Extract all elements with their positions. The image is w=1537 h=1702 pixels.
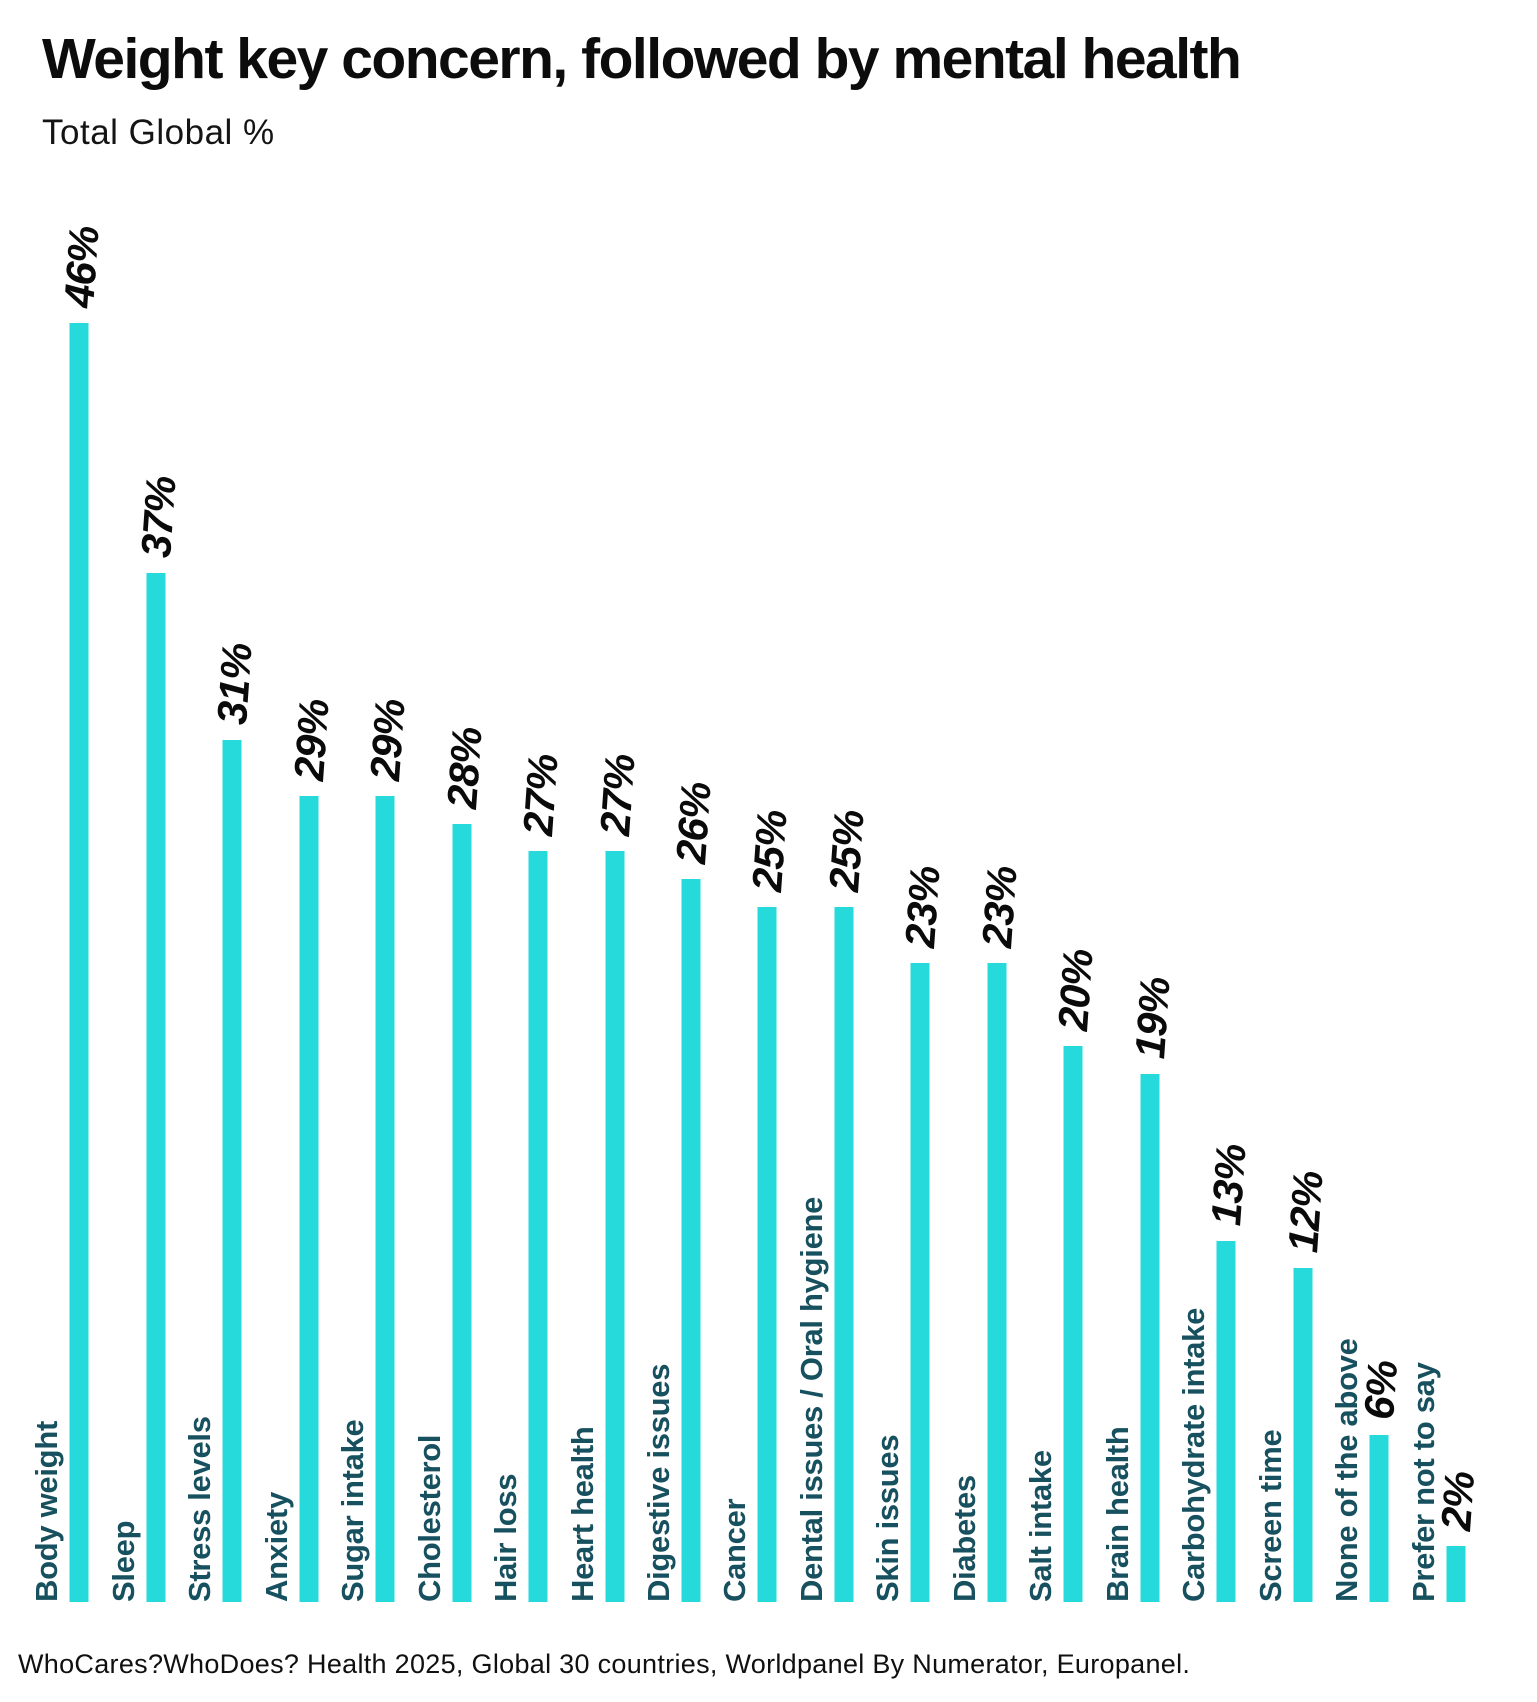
value-label: 2%: [1431, 1470, 1483, 1533]
bar-column: 12% Screen time: [1253, 190, 1341, 1602]
value-label: 26%: [667, 781, 720, 866]
value-label: 23%: [896, 864, 950, 949]
category-label: Cholesterol: [411, 1434, 447, 1602]
bar-column: 20% Salt intake: [1023, 190, 1111, 1602]
bar-column: 46% Body weight: [29, 190, 117, 1602]
value-label: 25%: [820, 808, 873, 894]
bar-columns: 46% Body weight 37% Sleep 31% Stress levels 29…: [0, 190, 1537, 1602]
bar-column: 27% Heart health: [565, 190, 652, 1602]
value-label: 29%: [361, 697, 414, 782]
category-label: Salt intake: [1023, 1450, 1059, 1602]
category-label: Cancer: [717, 1498, 753, 1602]
source-note: WhoCares?WhoDoes? Health 2025, Global 30…: [18, 1649, 1191, 1679]
bar: [69, 323, 89, 1602]
value-label: 20%: [1049, 947, 1102, 1033]
bar-column: 13% Carbohydrate intake: [1176, 190, 1264, 1602]
bar-column: 23% Skin issues: [870, 190, 958, 1602]
value-label: 19%: [1125, 975, 1179, 1060]
bar: [375, 795, 395, 1602]
bar-column: 29% Sugar intake: [335, 190, 423, 1602]
category-label: Stress levels: [182, 1416, 218, 1602]
bar: [910, 962, 930, 1602]
value-label: 25%: [743, 808, 797, 894]
category-label: None of the above: [1329, 1338, 1365, 1602]
value-label: 46%: [55, 225, 108, 310]
bar-chart: 46% Body weight 37% Sleep 31% Stress levels 29…: [0, 190, 1537, 1602]
bar-column: 19% Brain health: [1100, 190, 1188, 1602]
bar: [681, 879, 701, 1602]
bar-column: 27% Hair loss: [488, 190, 576, 1602]
bar-column: 23% Diabetes: [947, 190, 1035, 1602]
bar: [834, 907, 854, 1602]
bar-column: 25% Dental issues / Oral hygiene: [794, 190, 882, 1602]
value-label: 27%: [590, 753, 644, 838]
value-label: 27%: [514, 753, 567, 838]
bar: [987, 962, 1007, 1602]
category-label: Screen time: [1252, 1429, 1288, 1602]
bar: [1216, 1240, 1236, 1602]
page-title: Weight key concern, followed by mental h…: [42, 27, 1242, 91]
category-label: Prefer not to say: [1405, 1362, 1441, 1602]
bar-column: 29% Anxiety: [259, 190, 346, 1602]
bar: [528, 851, 548, 1602]
category-label: Dental issues / Oral hygiene: [793, 1196, 829, 1602]
bar: [1446, 1546, 1466, 1602]
category-label: Body weight: [29, 1421, 65, 1602]
bar: [1063, 1046, 1083, 1602]
bar: [1369, 1435, 1389, 1602]
value-label: 6%: [1355, 1359, 1407, 1422]
category-label: Sugar intake: [335, 1419, 371, 1602]
category-label: Sleep: [105, 1520, 141, 1602]
value-label: 31%: [208, 642, 261, 727]
bar-column: 28% Cholesterol: [412, 190, 499, 1602]
category-label: Diabetes: [946, 1475, 982, 1602]
bar: [452, 823, 472, 1602]
bar-column: 25% Cancer: [717, 190, 805, 1602]
category-label: Digestive issues: [640, 1363, 676, 1602]
bar: [1140, 1073, 1160, 1602]
value-label: 23%: [972, 864, 1026, 949]
bar-column: 37% Sleep: [106, 190, 193, 1602]
bar-column: 26% Digestive issues: [641, 190, 729, 1602]
category-label: Heart health: [564, 1426, 600, 1602]
category-label: Anxiety: [258, 1492, 294, 1602]
category-label: Hair loss: [488, 1473, 524, 1602]
bar-column: 2% Prefer not to say: [1406, 190, 1493, 1602]
value-label: 37%: [131, 475, 185, 560]
bar: [146, 573, 166, 1602]
bar: [605, 851, 625, 1602]
category-label: Carbohydrate intake: [1176, 1307, 1212, 1602]
bar: [757, 907, 777, 1602]
bar: [299, 795, 319, 1602]
bar: [222, 740, 242, 1602]
bar-column: 6% None of the above: [1329, 190, 1417, 1602]
value-label: 29%: [284, 697, 338, 782]
category-label: Brain health: [1099, 1426, 1135, 1602]
page-subtitle: Total Global %: [42, 112, 275, 152]
chart-header: Weight key concern, followed by mental h…: [42, 28, 1497, 153]
value-label: 28%: [437, 725, 491, 810]
bar: [1293, 1268, 1313, 1602]
category-label: Skin issues: [870, 1434, 906, 1602]
bar-column: 31% Stress levels: [182, 190, 270, 1602]
value-label: 12%: [1278, 1170, 1332, 1255]
value-label: 13%: [1202, 1142, 1255, 1227]
